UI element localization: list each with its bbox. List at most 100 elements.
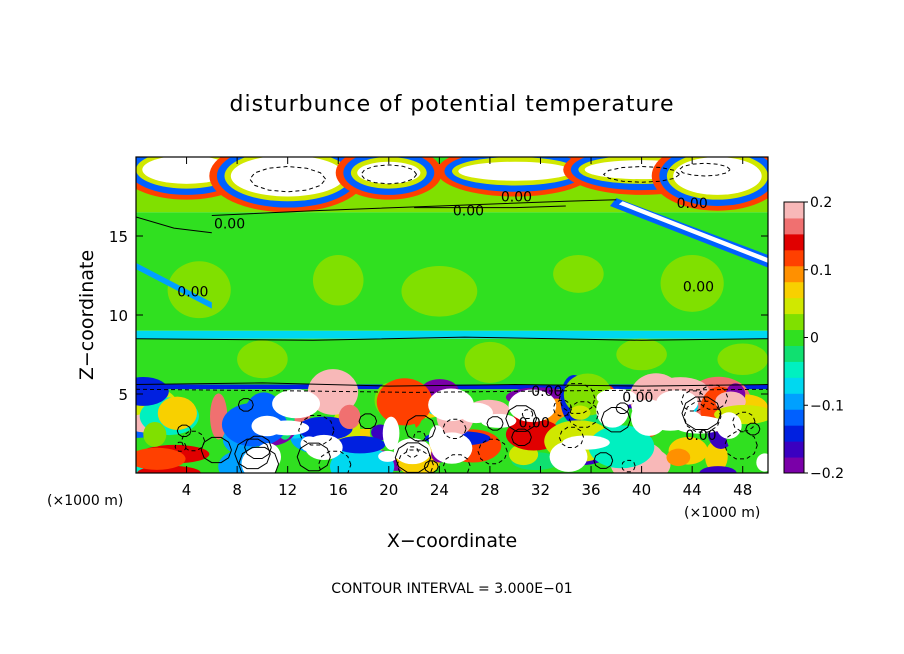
field-cell — [237, 340, 288, 379]
contour-line — [176, 424, 192, 437]
contour-line — [414, 205, 566, 209]
colorbar-segment — [784, 361, 804, 378]
x-tick-label: 32 — [531, 481, 550, 499]
field-cell — [334, 435, 386, 454]
contour-line — [405, 446, 419, 458]
y-axis-label: Z−coordinate — [76, 250, 98, 380]
contour-line — [394, 442, 432, 473]
contour-line — [698, 384, 729, 410]
contour-line — [683, 400, 722, 433]
contour-line — [234, 438, 271, 470]
field-cell — [631, 399, 668, 436]
colorbar-tick-label: 0.1 — [810, 263, 832, 279]
contour-line — [558, 426, 585, 448]
colorbar-segment — [784, 329, 804, 346]
contour-line — [477, 438, 508, 465]
colorbar-segment — [784, 393, 804, 410]
field-cell — [401, 266, 478, 317]
field-cell — [569, 405, 591, 420]
contour-line — [615, 402, 630, 414]
contour-line — [732, 411, 756, 432]
colorbar-tick-label: 0.2 — [810, 195, 832, 211]
contour-line — [174, 441, 187, 452]
contour-interval-note: CONTOUR INTERVAL = 3.000E−01 — [331, 581, 572, 597]
colorbar-tick-label: 0 — [810, 331, 819, 347]
contour-label: 0.00 — [685, 428, 716, 444]
y-axis-ticks: 5 10 15 — [109, 228, 768, 404]
contour-labels: 0.00 0.00 0.00 0.00 0.00 0.00 0.00 0.00 0.00 0.00 — [177, 190, 716, 445]
contour-line — [136, 216, 212, 234]
field-cell — [480, 413, 517, 428]
colorbar-segment — [784, 265, 804, 283]
field-cell — [265, 420, 310, 436]
contour-line — [567, 401, 599, 428]
contour-line — [244, 435, 272, 459]
x-tick-label: 24 — [430, 481, 449, 499]
contour-line — [358, 413, 378, 429]
contour-line — [521, 409, 534, 419]
colorbar-segment — [784, 281, 804, 299]
field-cell — [157, 396, 197, 430]
field-cell — [428, 425, 446, 453]
contour-label: 0.00 — [501, 190, 532, 206]
contour-line — [678, 162, 731, 177]
colorbar-segment — [784, 377, 804, 394]
colorbar-segment — [784, 297, 804, 315]
contour-line — [136, 336, 768, 341]
contour-label: 0.00 — [683, 280, 714, 296]
colorbar-segment — [784, 217, 804, 235]
contour-label: 0.00 — [519, 415, 550, 431]
field-streak — [618, 201, 768, 263]
contour-line — [296, 442, 331, 472]
contour-line — [404, 415, 436, 442]
field-cell — [553, 254, 604, 293]
field-band — [136, 330, 768, 339]
contour-line — [602, 165, 680, 183]
x-tick-label: 48 — [733, 481, 752, 499]
contour-line — [552, 400, 573, 417]
contour-line — [238, 446, 280, 473]
field-cell — [616, 338, 667, 371]
x-axis-ticks: 4 8 12 16 20 24 28 32 36 40 44 48 — [182, 157, 752, 499]
x-tick-label: 20 — [379, 481, 398, 499]
field-cell — [254, 443, 281, 471]
contour-line — [298, 415, 335, 446]
colorbar-segment — [784, 457, 804, 474]
field-cell — [300, 436, 319, 452]
field-cell — [167, 261, 231, 319]
contour-line — [249, 165, 326, 193]
contour-lines — [136, 162, 768, 473]
field-cell — [656, 390, 699, 416]
field-cell — [338, 404, 361, 430]
plot-area — [136, 157, 768, 473]
contour-label: 0.00 — [531, 384, 562, 400]
field-cell — [673, 157, 762, 195]
field-cell — [699, 466, 737, 473]
field-cell — [136, 447, 186, 470]
field-cell — [549, 441, 588, 472]
contour-line — [200, 436, 232, 464]
x-tick-label: 36 — [581, 481, 600, 499]
colorbar-segment — [784, 345, 804, 362]
colorbar-segment — [784, 202, 804, 219]
contour-line — [505, 405, 538, 432]
field-cell — [756, 453, 768, 472]
contour-line — [317, 450, 352, 473]
x-axis-label: X−coordinate — [387, 530, 517, 552]
field-cell — [297, 416, 353, 441]
contour-line — [211, 199, 617, 216]
contour-label: 0.00 — [622, 390, 653, 406]
x-tick-label: 4 — [182, 481, 192, 499]
x-tick-label: 44 — [683, 481, 702, 499]
field-cell — [458, 161, 573, 181]
colorbar-segment — [784, 441, 804, 458]
contour-line — [745, 422, 761, 436]
contour-line — [396, 449, 434, 473]
contour-line — [442, 454, 471, 473]
x-tick-label: 40 — [632, 481, 651, 499]
field-cell — [142, 157, 231, 184]
colorbar-segment — [784, 313, 804, 331]
colorbar-tick-label: −0.1 — [810, 398, 844, 414]
field-cell — [393, 438, 432, 465]
field-cell — [596, 393, 629, 428]
